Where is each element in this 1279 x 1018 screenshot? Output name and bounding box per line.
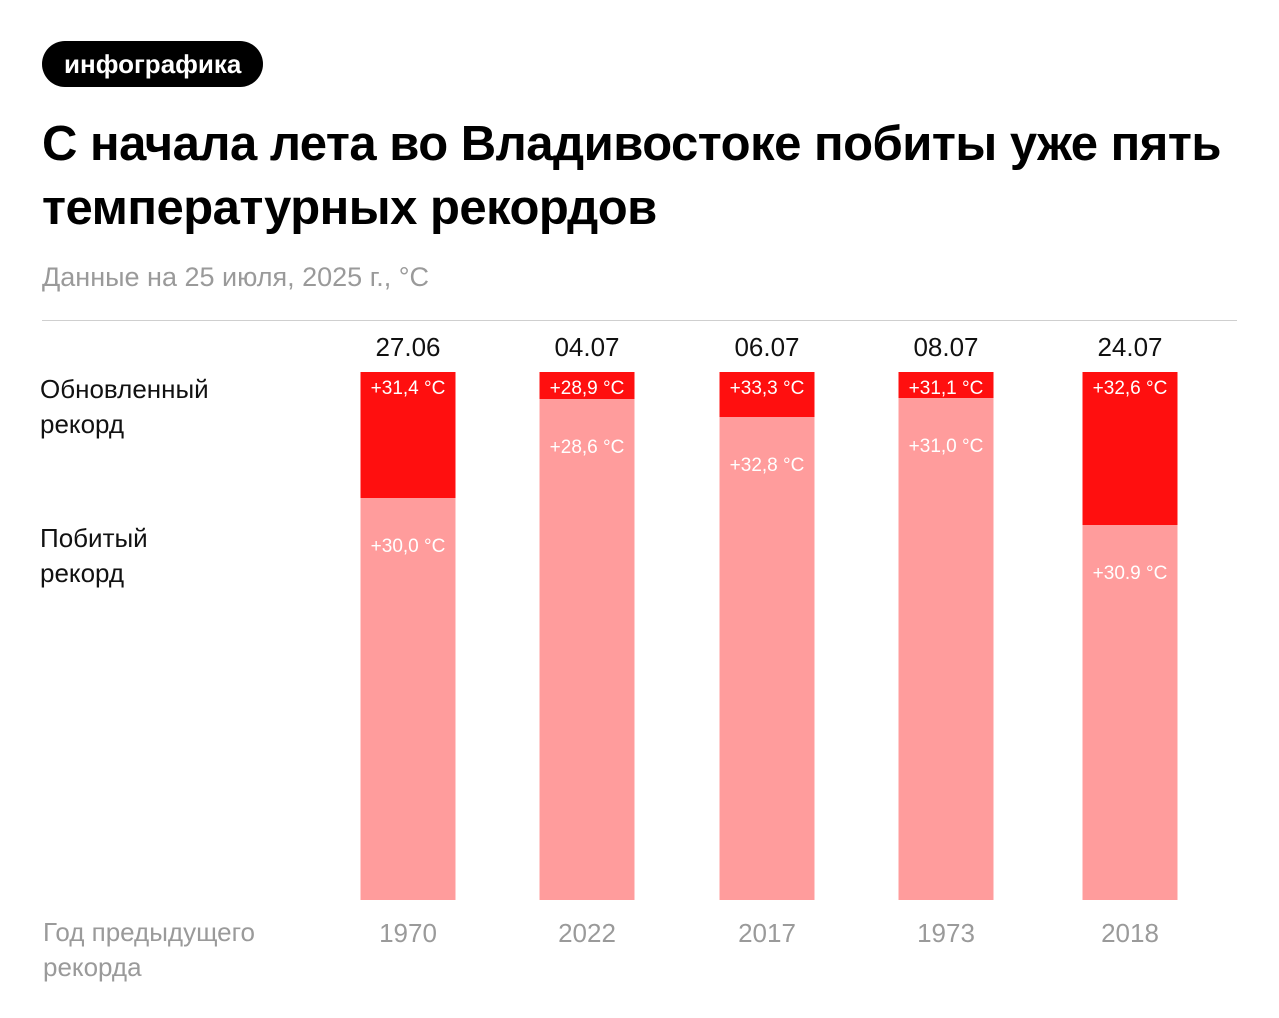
new-record-value-label: +33,3 °C [730, 378, 805, 399]
old-record-bar [898, 372, 994, 900]
new-record-value-label: +28,9 °C [550, 378, 625, 399]
date-tick-label: 06.07 [734, 332, 799, 362]
infographic-tag: инфографика [42, 41, 264, 87]
previous-record-year-label: 1970 [379, 918, 437, 948]
old-record-value-label: +31,0 °C [909, 436, 984, 457]
new-record-value-label: +31,1 °C [909, 378, 984, 399]
date-tick-label: 08.07 [913, 332, 978, 362]
row-label-old-record: Побитый рекорд [40, 523, 148, 588]
previous-record-year-label: 2017 [738, 918, 796, 948]
date-tick-label: 27.06 [375, 332, 440, 362]
new-record-value-label: +31,4 °C [371, 378, 446, 399]
divider [42, 320, 1237, 321]
new-record-bar [1082, 372, 1178, 525]
chart-title: С начала лета во Владивостоке побиты уже… [42, 117, 1221, 235]
new-record-bar [898, 372, 994, 398]
new-record-value-label: +32,6 °C [1093, 378, 1168, 399]
new-record-bar [539, 372, 635, 399]
row-label-previous-year: Год предыдущего рекорда [43, 917, 256, 982]
old-record-value-label: +30.9 °C [1093, 563, 1168, 584]
previous-record-year-label: 2018 [1101, 918, 1159, 948]
new-record-bar [360, 372, 456, 498]
previous-record-year-label: 1973 [917, 918, 975, 948]
date-tick-label: 04.07 [554, 332, 619, 362]
new-record-bar [719, 372, 815, 417]
previous-record-year-label: 2022 [558, 918, 616, 948]
old-record-bar [719, 372, 815, 900]
row-label-new-record: Обновленный рекорд [40, 374, 209, 439]
old-record-bar [539, 372, 635, 900]
old-record-value-label: +30,0 °C [371, 536, 446, 557]
old-record-value-label: +28,6 °C [550, 437, 625, 458]
date-tick-label: 24.07 [1097, 332, 1162, 362]
old-record-value-label: +32,8 °C [730, 455, 805, 476]
chart-subtitle: Данные на 25 июля, 2025 г., °С [42, 262, 430, 292]
